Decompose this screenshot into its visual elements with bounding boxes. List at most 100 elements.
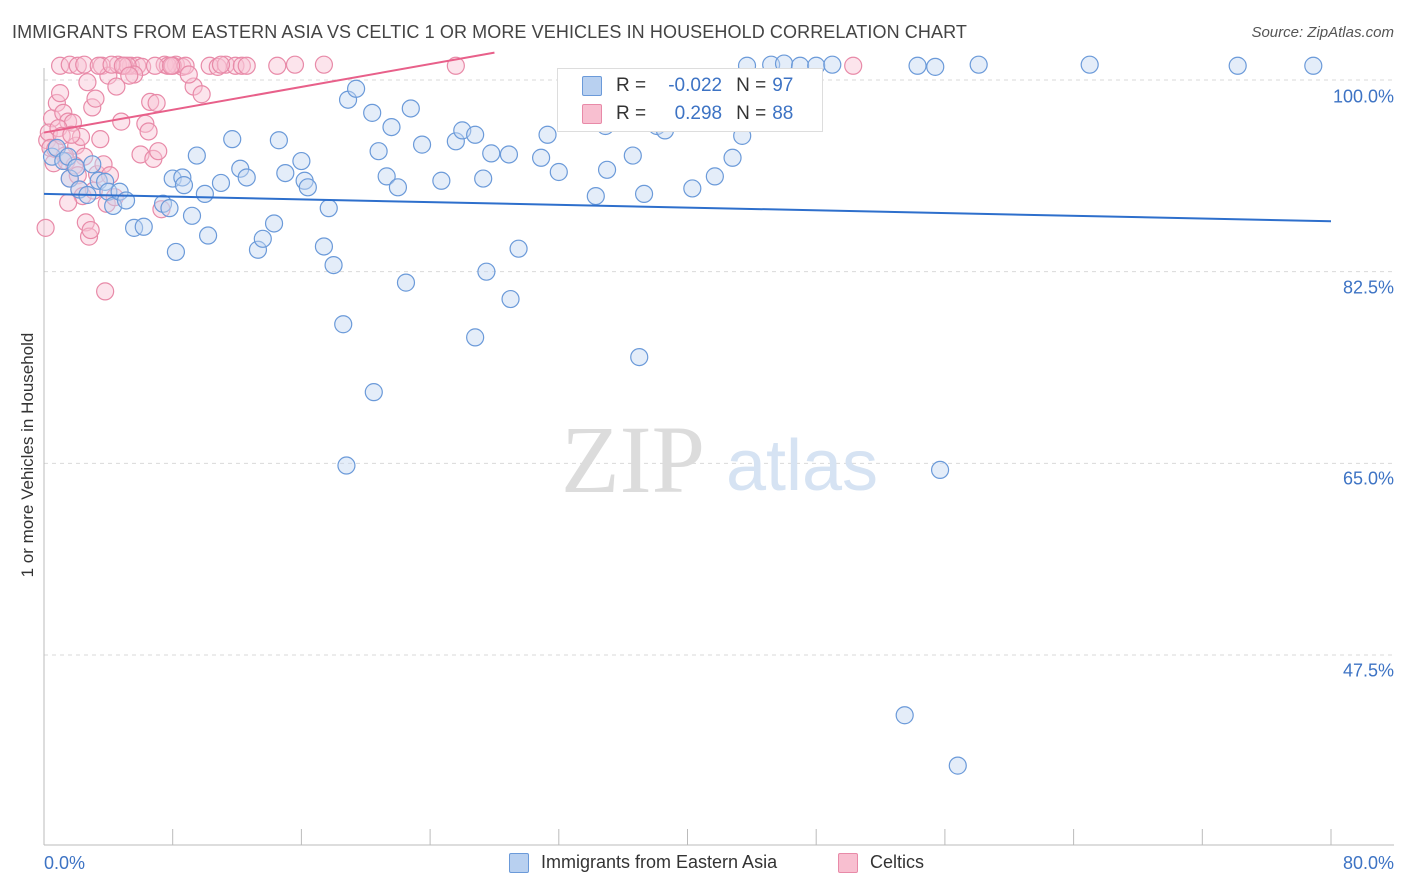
- legend-r-label: R =: [616, 75, 647, 96]
- data-point: [597, 160, 617, 179]
- watermark-atlas: atlas: [726, 426, 878, 506]
- data-point: [211, 55, 231, 74]
- data-point: [187, 146, 206, 165]
- data-point: [107, 77, 126, 96]
- data-point: [91, 130, 110, 149]
- legend-swatch-pink: [838, 852, 858, 873]
- data-point: [47, 93, 66, 113]
- data-point: [173, 168, 192, 187]
- data-point: [52, 126, 71, 145]
- x-tick-label-min: 0.0%: [44, 853, 86, 873]
- data-point: [75, 55, 94, 74]
- trend-lines: [43, 51, 1332, 223]
- data-point: [509, 239, 528, 258]
- data-point: [969, 55, 988, 74]
- data-point: [382, 117, 401, 137]
- data-point: [532, 148, 551, 167]
- trend-line-eastern-asia: [43, 192, 1332, 223]
- data-point: [499, 145, 519, 164]
- data-point: [823, 55, 842, 74]
- data-point: [285, 55, 305, 74]
- data-point: [96, 172, 115, 191]
- axes: [43, 68, 1394, 846]
- data-point: [268, 56, 287, 75]
- data-point: [223, 130, 242, 149]
- legend-swatch-blue: [509, 852, 529, 873]
- y-tick-label: 82.5%: [1342, 277, 1394, 298]
- data-point: [474, 169, 493, 188]
- data-point: [364, 383, 383, 402]
- watermark: ZIP atlas: [561, 406, 878, 513]
- data-point: [844, 56, 863, 75]
- data-point: [538, 125, 557, 144]
- data-point: [623, 146, 642, 165]
- data-point: [163, 169, 182, 188]
- legend-r-value: 0.298: [674, 103, 723, 124]
- data-point: [388, 178, 408, 197]
- data-point: [86, 89, 105, 108]
- y-tick-label: 47.5%: [1342, 660, 1394, 681]
- data-point: [319, 199, 338, 218]
- legend-n-label: N =: [736, 75, 767, 96]
- y-axis-label: 1 or more Vehicles in Household: [18, 332, 37, 578]
- data-point: [237, 56, 256, 75]
- data-point: [264, 214, 284, 233]
- data-point: [50, 56, 70, 75]
- legend-swatch-pink: [582, 104, 602, 124]
- bottom-legend-celtics[interactable]: Celtics: [838, 852, 924, 873]
- data-point: [337, 456, 356, 475]
- legend-n-value: 97: [772, 75, 794, 96]
- data-point: [50, 84, 70, 103]
- data-point: [253, 229, 272, 248]
- data-point: [182, 206, 202, 225]
- legend-n-value: 88: [772, 103, 794, 124]
- data-point: [298, 178, 317, 197]
- data-point: [908, 56, 927, 75]
- legend-series-label: Celtics: [870, 852, 925, 872]
- data-point: [396, 273, 416, 292]
- data-point: [232, 56, 251, 75]
- data-point: [112, 112, 131, 131]
- data-point: [482, 144, 501, 163]
- data-point: [192, 85, 211, 104]
- data-point: [120, 66, 139, 85]
- data-point: [179, 65, 198, 84]
- data-point: [195, 184, 214, 204]
- data-point: [42, 147, 62, 166]
- data-point: [79, 227, 99, 246]
- data-point: [477, 262, 496, 281]
- legend-row-celtics: R = 0.298 N = 88: [558, 101, 793, 127]
- data-point: [634, 184, 654, 204]
- data-point: [147, 93, 166, 113]
- data-point: [1228, 56, 1247, 75]
- source-label: Source: ZipAtlas.com: [1251, 24, 1394, 41]
- data-point: [89, 56, 108, 75]
- data-point: [160, 199, 179, 218]
- data-point: [446, 132, 465, 151]
- data-point: [930, 460, 950, 480]
- watermark-zip: ZIP: [561, 406, 705, 513]
- data-point: [334, 315, 353, 334]
- data-point: [67, 158, 86, 177]
- data-point: [501, 289, 520, 309]
- data-point: [211, 173, 231, 193]
- data-point: [926, 57, 945, 76]
- data-point: [145, 56, 165, 75]
- data-point: [198, 226, 218, 245]
- data-point: [134, 217, 153, 236]
- data-point: [412, 135, 432, 154]
- data-point: [586, 186, 605, 206]
- data-point: [292, 151, 311, 171]
- data-point: [276, 163, 295, 183]
- y-tick-label: 100.0%: [1332, 86, 1394, 107]
- bottom-legend-eastern-asia[interactable]: Immigrants from Eastern Asia: [509, 852, 777, 873]
- data-point: [369, 142, 388, 161]
- data-point: [149, 142, 168, 161]
- data-point: [78, 73, 97, 92]
- trend-line-celtics: [43, 51, 495, 134]
- data-point: [174, 176, 194, 195]
- data-point: [68, 56, 87, 75]
- data-point: [141, 92, 160, 112]
- data-point: [166, 242, 186, 262]
